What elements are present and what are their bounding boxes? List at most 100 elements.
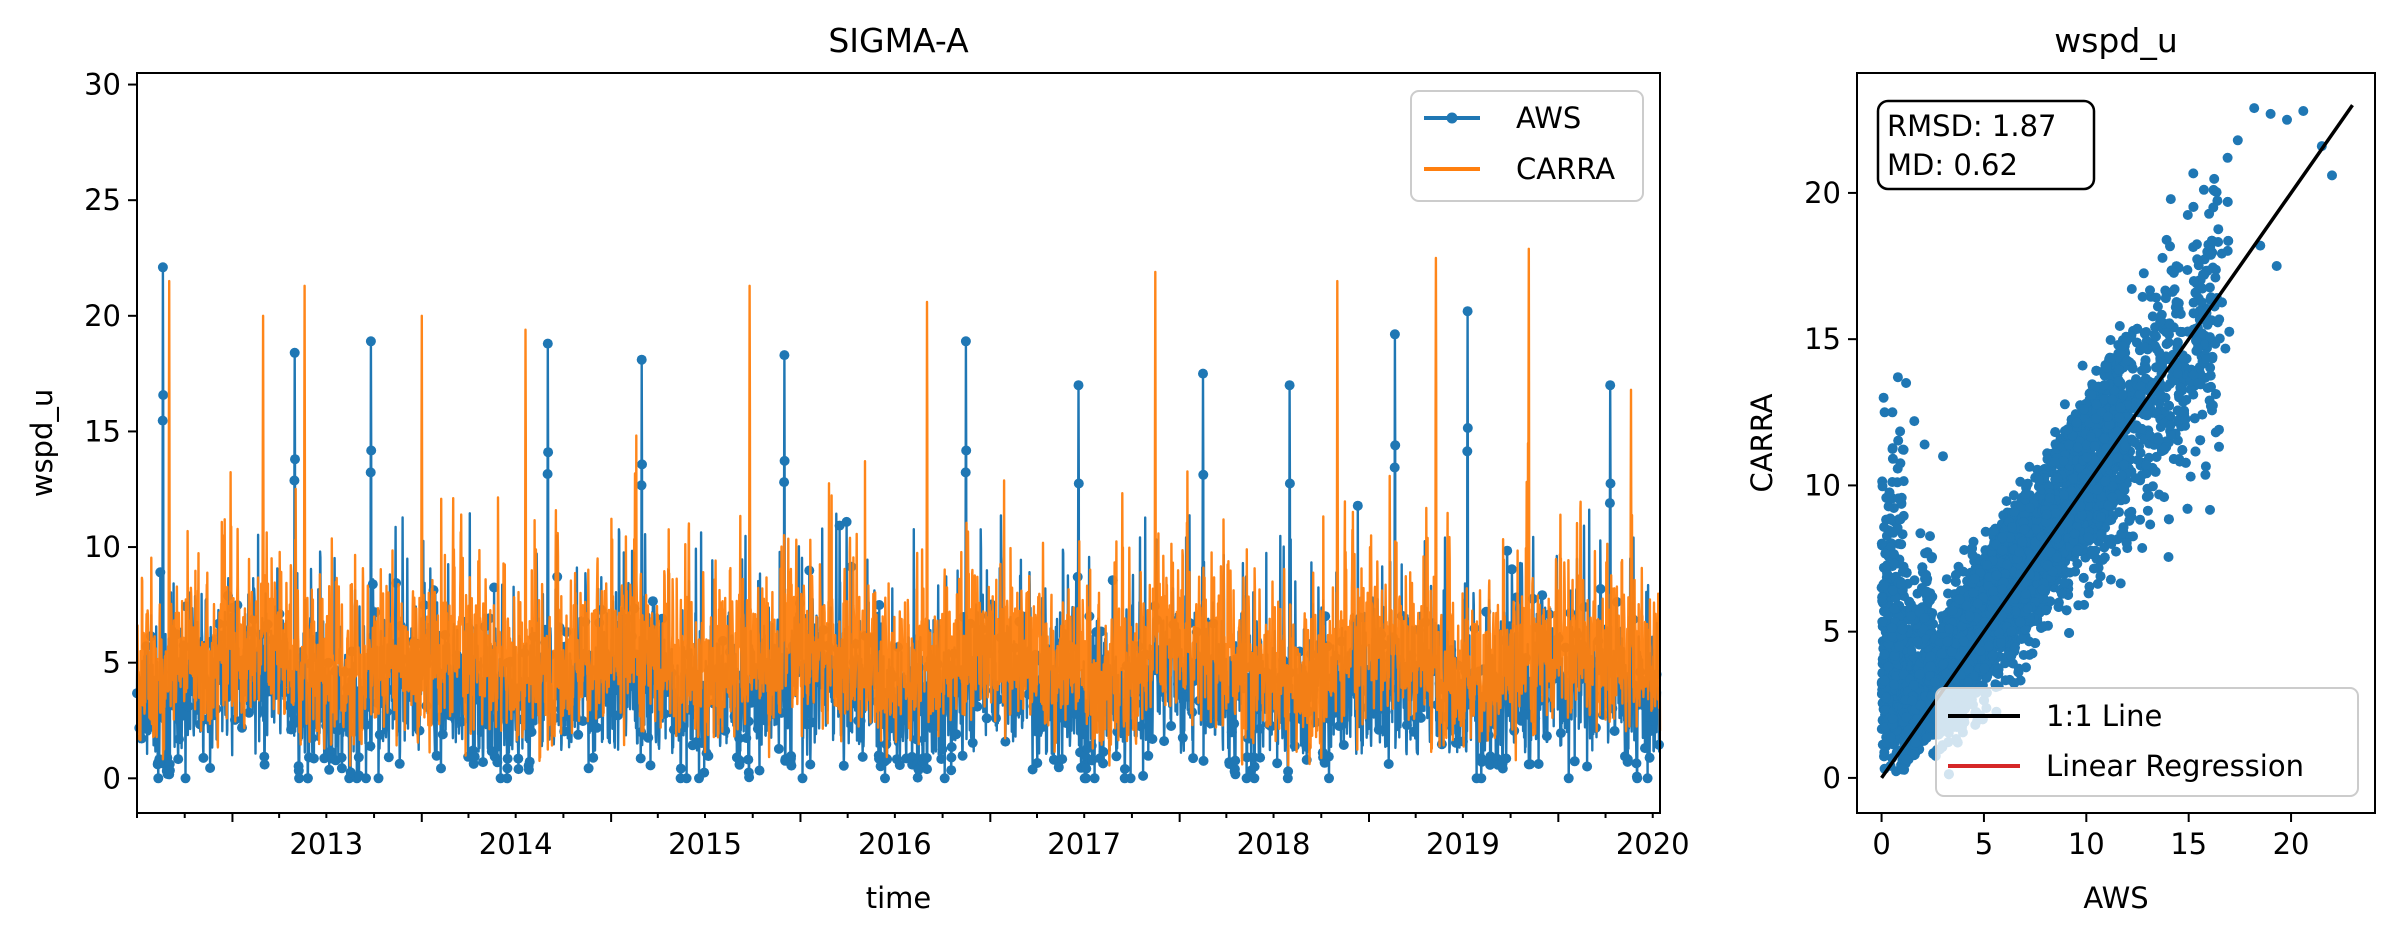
aws-point: [1408, 726, 1419, 737]
aws-point: [1249, 761, 1260, 772]
aws-point: [502, 763, 513, 774]
aws-point: [1604, 498, 1615, 509]
aws-point: [1642, 773, 1653, 784]
scatter-point: [2141, 459, 2152, 470]
aws-point: [922, 764, 932, 775]
aws-point: [1177, 732, 1188, 743]
scatter-point: [2200, 461, 2211, 472]
scatter-point: [1889, 558, 1900, 569]
aws-point: [259, 751, 270, 762]
scatter-point: [1892, 522, 1903, 533]
aws-point: [1077, 729, 1088, 740]
aws-point: [743, 754, 754, 765]
aws-point: [394, 758, 405, 769]
aws-point: [935, 721, 945, 732]
scatter-point: [1993, 668, 2004, 679]
scatter-point: [1887, 444, 1898, 454]
scatter-point: [2164, 318, 2175, 329]
scatter-point: [2121, 538, 2132, 548]
scatter-point: [2182, 503, 2193, 514]
aws-point: [779, 350, 790, 361]
aws-point: [157, 415, 168, 426]
scatter-point: [2030, 638, 2041, 649]
aws-point: [1289, 741, 1300, 751]
aws-point: [951, 729, 962, 740]
scatter-point: [2173, 389, 2184, 400]
aws-point: [1032, 758, 1043, 768]
scatter-point: [2036, 622, 2047, 633]
aws-point: [205, 763, 216, 773]
scatter-point: [2190, 446, 2201, 457]
aws-point: [1284, 380, 1295, 391]
scatter-point: [1950, 576, 1961, 587]
aws-point: [542, 338, 553, 349]
aws-point: [806, 717, 817, 728]
aws-point: [1089, 773, 1100, 784]
aws-point: [1501, 753, 1512, 764]
scatter-point: [1897, 764, 1908, 775]
aws-point: [1138, 770, 1149, 781]
aws-point: [734, 755, 745, 766]
scatter-point: [2150, 466, 2161, 477]
aws-point: [157, 262, 168, 273]
aws-point: [757, 698, 768, 709]
aws-point: [164, 765, 175, 776]
aws-point: [857, 751, 868, 762]
aws-point: [637, 459, 647, 470]
scatter-point: [2153, 434, 2164, 445]
aws-point: [1352, 500, 1363, 511]
scatter-point: [2191, 239, 2202, 250]
aws-point: [1072, 571, 1083, 582]
scatter-point: [1876, 538, 1887, 549]
aws-point: [786, 760, 797, 771]
scatter-point: [1920, 573, 1930, 584]
aws-point: [1595, 584, 1606, 594]
aws-point: [591, 722, 602, 733]
scatter-point: [1909, 575, 1920, 586]
aws-point: [174, 734, 184, 745]
aws-point: [1373, 724, 1384, 735]
aws-point: [921, 752, 932, 763]
aws-point: [373, 773, 384, 784]
scatter-point: [2140, 355, 2151, 366]
x-tick-label: 2020: [1616, 827, 1690, 861]
scatter-point: [2159, 444, 2169, 455]
scatter-point: [2224, 326, 2235, 337]
aws-point: [1272, 758, 1283, 769]
aws-legend-marker: [1446, 112, 1458, 124]
scatter-point: [2059, 399, 2070, 410]
aws-point: [1229, 718, 1240, 729]
scatter-point: [2173, 298, 2184, 309]
scatter-point: [2201, 354, 2212, 364]
scatter-point: [2006, 650, 2017, 661]
aws-point: [324, 764, 335, 775]
scatter-point: [2050, 427, 2061, 438]
aws-point: [1640, 743, 1650, 754]
aws-point: [361, 773, 371, 784]
scatter-point: [2193, 378, 2204, 389]
aws-point: [1255, 752, 1266, 763]
aws-point: [617, 695, 628, 705]
aws-point: [1012, 706, 1022, 717]
scatter-point: [2150, 331, 2161, 342]
aws-point: [454, 675, 465, 686]
aws-point: [741, 733, 752, 743]
scatter-point: [1877, 481, 1888, 492]
scatter-point: [2135, 381, 2146, 392]
aws-point: [1390, 440, 1401, 451]
scatter-point: [2165, 194, 2176, 205]
aws-point: [1119, 764, 1130, 774]
scatter-point: [1894, 641, 1905, 652]
scatter-point: [2168, 454, 2179, 464]
aws-point: [946, 752, 957, 763]
aws-point: [469, 751, 480, 762]
scatter-point: [2078, 572, 2089, 583]
scatter-point: [1967, 543, 1977, 554]
aws-point: [779, 455, 790, 466]
y-tick-label: 10: [84, 530, 121, 564]
x-tick-label: 2013: [289, 827, 363, 861]
aws-point: [939, 773, 950, 784]
